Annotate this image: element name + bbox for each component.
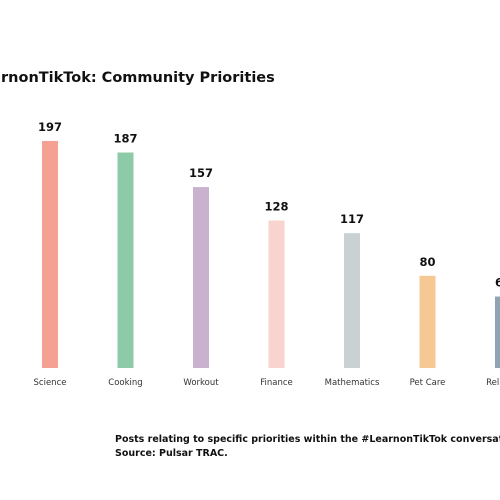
value-label-cooking: 187	[113, 132, 137, 146]
value-label-religion: 62	[495, 276, 500, 290]
bar-religion	[495, 296, 500, 368]
category-labels-group: Science Cooking Workout Finance Mathematics P…	[34, 378, 500, 388]
value-label-finance: 128	[264, 200, 288, 214]
chart-note-source: Source: Pulsar TRAC.	[115, 448, 228, 459]
bar-finance	[268, 220, 285, 368]
chart-note-posts: Posts relating to specific priorities wi…	[115, 434, 500, 445]
category-label-pet-care: Pet Care	[410, 378, 446, 388]
category-label-cooking: Cooking	[108, 378, 142, 388]
category-label-workout: Workout	[183, 378, 219, 388]
category-label-science: Science	[34, 378, 67, 388]
bar-workout	[193, 187, 209, 368]
chart-title: #LearnonTikTok: Community Priorities	[0, 70, 275, 86]
bar-science	[42, 141, 58, 368]
bars-group	[42, 141, 500, 368]
bar-pet-care	[419, 275, 436, 368]
value-labels-group: 197 187 157 128 117 80 62	[38, 120, 500, 290]
value-label-mathematics: 117	[340, 212, 364, 226]
category-label-religion: Religion	[486, 378, 500, 388]
bar-cooking	[117, 152, 134, 368]
category-label-mathematics: Mathematics	[325, 378, 380, 388]
value-label-science: 197	[38, 120, 62, 134]
category-label-finance: Finance	[260, 378, 293, 388]
value-label-pet-care: 80	[419, 255, 435, 269]
bar-mathematics	[344, 233, 360, 368]
value-label-workout: 157	[189, 166, 213, 180]
